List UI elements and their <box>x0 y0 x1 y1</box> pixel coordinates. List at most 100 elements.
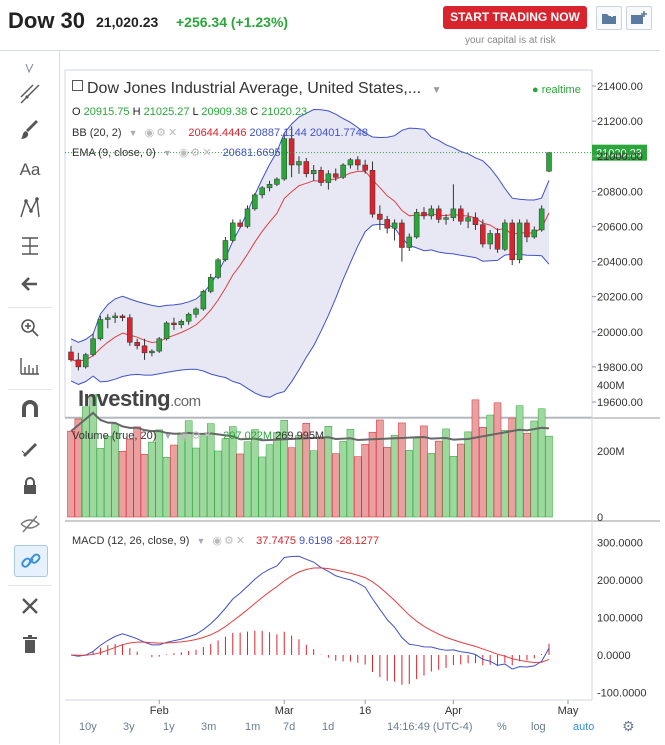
volume-bar <box>368 431 377 518</box>
volume-bar <box>302 423 311 518</box>
trash-icon <box>23 635 37 653</box>
ema-controls-icon[interactable]: ◉⚙✕ <box>178 147 214 159</box>
cursor-tool[interactable] <box>14 55 46 85</box>
ohlc-c-label: C <box>250 106 259 118</box>
add-alert-button[interactable] <box>626 6 652 30</box>
percent-toggle[interactable]: % <box>497 721 507 733</box>
candle <box>237 219 243 229</box>
bb-controls-icon[interactable]: ◉⚙✕ <box>144 127 180 139</box>
start-trading-button[interactable]: START TRADING NOW <box>443 6 587 29</box>
candle <box>266 180 273 192</box>
volume-dropdown-icon[interactable]: ▼ <box>163 431 173 441</box>
range-1d[interactable]: 1d <box>322 721 335 733</box>
bb-dropdown-icon[interactable]: ▼ <box>128 128 138 138</box>
range-1y[interactable]: 1y <box>163 721 175 733</box>
candle <box>465 212 471 229</box>
measure-tool[interactable] <box>14 231 46 261</box>
volume-bar <box>155 429 163 518</box>
candle <box>171 317 177 331</box>
bb-middle-value: 20644.4446 <box>188 127 247 139</box>
volume-bar <box>324 426 333 518</box>
volume-bar <box>140 454 149 518</box>
candle <box>325 170 332 190</box>
link-tool[interactable] <box>14 545 48 577</box>
macd-legend[interactable]: MACD (12, 26, close, 9) ▼ ◉⚙✕ 37.7475 9.… <box>72 534 379 547</box>
volume-legend[interactable]: Volume (true, 20) ▼ ◉⚙✕ 207.022M 269.995… <box>72 429 324 442</box>
brush-tool[interactable] <box>14 115 46 145</box>
delete-drawings[interactable] <box>14 629 46 659</box>
ohlc-o-label: O <box>72 106 81 118</box>
candle <box>347 157 354 169</box>
macd-tick: 0.0000 <box>597 650 631 662</box>
ohlc-l-label: L <box>192 106 199 118</box>
volume-bar <box>376 419 384 518</box>
candle <box>178 319 185 329</box>
bb-lower-line <box>70 223 550 398</box>
price-tick: 20600.00 <box>597 221 643 233</box>
line-tool[interactable] <box>14 79 46 109</box>
candle <box>281 133 288 181</box>
hide-tool[interactable] <box>14 509 46 539</box>
realtime-indicator: ● realtime <box>532 84 581 96</box>
last-price: 21,020.23 <box>96 14 159 30</box>
volume-bar <box>479 426 487 518</box>
volume-controls-icon[interactable]: ◉⚙✕ <box>179 430 215 442</box>
auto-toggle[interactable]: auto <box>573 721 595 733</box>
add-to-portfolio-button[interactable] <box>596 6 622 30</box>
magnet-icon <box>22 400 38 417</box>
legend-dropdown-icon[interactable]: ▼ <box>431 85 442 96</box>
realtime-dot-icon: ● <box>532 84 539 96</box>
cursor-icon <box>25 64 34 74</box>
range-1m[interactable]: 1m <box>245 721 261 733</box>
back-tool[interactable] <box>14 269 46 299</box>
volume-bar <box>449 456 458 518</box>
candle <box>163 321 170 341</box>
axes: 21020.23 21400.00 21200.00 21000.00 20800.00… <box>150 81 647 717</box>
tools-settings[interactable] <box>14 591 46 621</box>
macd-dropdown-icon[interactable]: ▼ <box>196 536 206 546</box>
candle <box>450 184 457 222</box>
macd-controls-icon[interactable]: ◉⚙✕ <box>212 535 248 547</box>
volume-bar <box>280 420 289 518</box>
price-chart <box>65 108 592 398</box>
volume-bar <box>236 453 244 518</box>
draw-mode-tool[interactable] <box>14 433 46 463</box>
volume-bar <box>486 414 494 518</box>
candle <box>421 207 427 220</box>
text-tool[interactable]: Aa <box>14 155 46 185</box>
candle <box>274 177 280 187</box>
candle <box>75 352 82 371</box>
investing-logo: Investing.com <box>78 386 201 412</box>
ruler-tool[interactable] <box>14 351 46 381</box>
ema-dropdown-icon[interactable]: ▼ <box>162 148 172 158</box>
candle <box>516 219 523 264</box>
volume-bar <box>339 441 347 518</box>
x-tick: 16 <box>359 705 371 717</box>
lock-tool[interactable] <box>14 471 46 501</box>
ohlc-close: 21020.23 <box>261 106 308 118</box>
ema-legend[interactable]: EMA (9, close, 0) ▼ ◉⚙✕ 20681.6695 <box>72 146 281 159</box>
volume-bar <box>214 450 222 518</box>
volume-bar <box>405 450 414 518</box>
range-3y[interactable]: 3y <box>123 721 135 733</box>
ema-value: 20681.6695 <box>222 147 281 159</box>
volume-bar <box>420 425 428 518</box>
price-tick: 20800.00 <box>597 186 643 198</box>
gear-icon[interactable]: ⚙ <box>622 718 635 734</box>
pattern-tool[interactable] <box>14 193 46 223</box>
volume-bar <box>243 441 252 518</box>
magnet-tool[interactable] <box>14 395 46 425</box>
last-price-tag-text: 21020.23 <box>596 148 642 160</box>
range-3m[interactable]: 3m <box>201 721 217 733</box>
zoom-tool[interactable] <box>14 313 46 343</box>
ohlc-high: 21025.27 <box>143 106 190 118</box>
bb-legend[interactable]: BB (20, 2) ▼ ◉⚙✕ 20644.4446 20887.1144 2… <box>72 126 368 139</box>
log-toggle[interactable]: log <box>531 721 546 733</box>
range-10y[interactable]: 10y <box>79 721 97 733</box>
ema-label: EMA (9, close, 0) <box>72 147 156 159</box>
pencil-icon <box>21 443 37 457</box>
volume-bar <box>398 422 406 518</box>
range-7d[interactable]: 7d <box>283 721 296 733</box>
collapse-icon[interactable] <box>72 80 83 91</box>
